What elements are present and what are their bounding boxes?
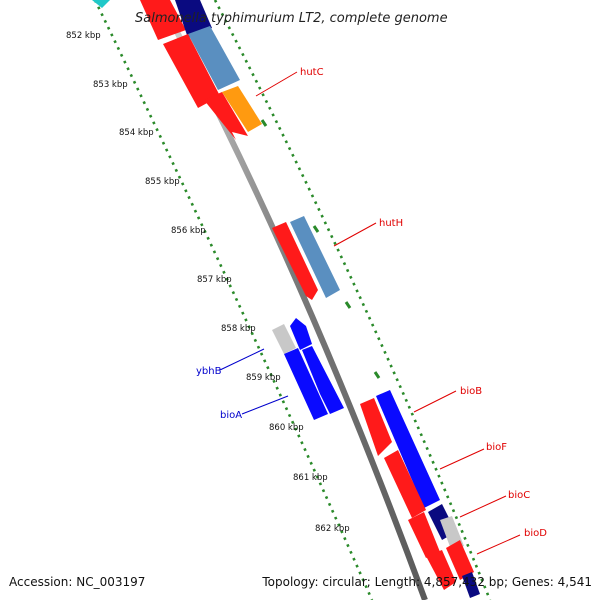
outer-tick-track: [213, 0, 492, 600]
gene-cds-red: [446, 540, 474, 580]
kbp-tick-label: 855 kbp: [145, 177, 180, 187]
gene-label-bioA[interactable]: bioA: [220, 410, 242, 421]
kbp-tick-label: 857 kbp: [197, 275, 232, 285]
gene-cds-steel: [290, 216, 340, 298]
gene-cds-cyan: [92, 0, 110, 8]
gene-cds-red: [272, 222, 318, 300]
gene-cds-red: [204, 92, 248, 140]
gene-label-bioB[interactable]: bioB: [460, 386, 482, 397]
kbp-tick-label: 860 kbp: [269, 423, 304, 433]
accession-text: Accession: NC_003197: [9, 575, 145, 589]
gene-label-bioC[interactable]: bioC: [508, 490, 530, 501]
gene-label-bioF[interactable]: bioF: [486, 442, 507, 453]
gene-cds-steel: [188, 26, 240, 90]
kbp-tick-label: 862 kbp: [315, 524, 350, 534]
kbp-tick-label: 854 kbp: [119, 128, 154, 138]
gene-cds-blue: [376, 390, 440, 508]
gene-cds-orange: [222, 86, 262, 132]
kbp-labels: 852 kbp 853 kbp 854 kbp 855 kbp 856 kbp 857 k…: [66, 31, 350, 534]
kbp-tick-label: 856 kbp: [171, 226, 206, 236]
kbp-tick-label: 861 kbp: [293, 473, 328, 483]
kbp-tick-label: 853 kbp: [93, 80, 128, 90]
gene-cds-blue: [284, 348, 328, 420]
kbp-tick-label: 859 kbp: [246, 373, 281, 383]
kbp-tick-label: 852 kbp: [66, 31, 101, 41]
gene-label-hutC[interactable]: hutC: [300, 67, 324, 78]
gene-label-ybhB[interactable]: ybhB: [196, 366, 222, 377]
gene-cds-red: [426, 550, 456, 590]
map-title: Salmonella typhimurium LT2, complete gen…: [135, 11, 448, 26]
gene-glyphs: [92, 0, 480, 598]
gene-label-hutH[interactable]: hutH: [379, 218, 403, 229]
gene-leader-lines: [219, 71, 521, 555]
inner-tick-track: [93, 0, 374, 600]
gene-cds-blue: [302, 346, 344, 414]
topology-text: Topology: circular; Length: 4,857,432 bp…: [261, 575, 592, 589]
gene-cds-blue: [290, 318, 312, 350]
gene-cds-navy: [175, 0, 212, 38]
gene-cds-red: [408, 512, 440, 558]
gene-label-bioD[interactable]: bioD: [524, 528, 547, 539]
gene-cds-grey: [272, 324, 296, 354]
gene-cds-red: [384, 450, 426, 518]
gene-cds-navy: [462, 572, 480, 598]
gene-labels: hutC hutH ybhB bioA bioB bioF bioC bioD: [196, 67, 547, 539]
kbp-tick-label: 858 kbp: [221, 324, 256, 334]
gene-cds-red: [360, 398, 392, 456]
gene-cds-red: [140, 0, 186, 40]
gene-cds-red: [163, 34, 220, 108]
